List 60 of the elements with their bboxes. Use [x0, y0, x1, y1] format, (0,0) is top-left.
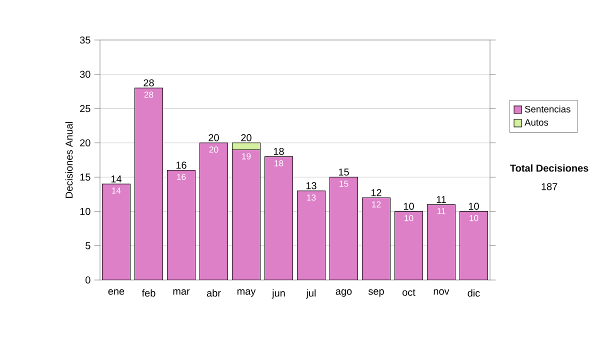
x-tick-label: sep [368, 289, 384, 297]
y-tick-label: 5 [86, 242, 90, 250]
total-label: 13 [306, 182, 316, 190]
total-label: 11 [436, 196, 446, 203]
x-tick-label: may [237, 289, 256, 297]
x-tick-label: feb [142, 289, 156, 297]
total-label: 15 [338, 168, 349, 176]
total-label: 20 [241, 134, 252, 142]
data-label: 14 [112, 188, 121, 194]
total-label: 12 [371, 189, 382, 196]
x-tick-label: abr [206, 289, 221, 297]
bar [199, 142, 228, 280]
text: Total Decisiones [510, 164, 588, 172]
x-tick-label: jun [272, 289, 285, 299]
x-tick-label: ago [336, 289, 352, 297]
data-label: 20 [209, 146, 218, 153]
text: 187 [542, 183, 558, 190]
bar [329, 176, 358, 280]
y-tick-label: 15 [80, 174, 90, 181]
x-tick-label: nov [434, 289, 450, 295]
bar [134, 88, 164, 280]
y-tick-label: 30 [80, 70, 90, 78]
bar [264, 156, 294, 280]
data-label: 10 [404, 215, 414, 222]
data-label: 13 [307, 194, 316, 201]
data-label: 10 [470, 215, 478, 222]
total-label: 20 [208, 134, 219, 142]
total-label: 16 [176, 162, 186, 169]
bar [102, 184, 131, 280]
y-tick-label: 0 [86, 276, 90, 284]
y-tick-label: 25 [80, 105, 90, 112]
total-label: 10 [404, 202, 414, 210]
legend-label: Sentencias [524, 106, 570, 112]
bar [166, 170, 196, 280]
bar [426, 204, 456, 280]
y-tick-label: 35 [80, 36, 90, 44]
data-label: 18 [274, 160, 284, 166]
y-tick-label: 20 [80, 139, 90, 146]
data-label: 15 [340, 180, 348, 187]
data-label: 28 [144, 92, 154, 98]
bar [362, 197, 391, 280]
total-label: 10 [468, 202, 479, 210]
data-label: 19 [242, 153, 251, 160]
x-tick-label: jul [306, 289, 316, 299]
y-tick-label: 10 [80, 208, 90, 215]
bar [394, 211, 424, 280]
data-label: 16 [177, 174, 186, 180]
x-tick-label: dic [468, 289, 480, 297]
data-label: 11 [437, 208, 446, 214]
x-tick-label: oct [402, 289, 416, 296]
bar [459, 211, 488, 280]
legend-label: Autos [524, 119, 548, 126]
total-label: 28 [144, 79, 154, 86]
total-label: 18 [274, 148, 284, 155]
total-label: 14 [111, 176, 122, 182]
data-label: 12 [372, 201, 381, 208]
y-axis-title: Decisiones Anual [65, 122, 73, 198]
x-tick-label: mar [173, 289, 190, 295]
bar [296, 190, 326, 280]
x-tick-label: ene [108, 289, 124, 295]
